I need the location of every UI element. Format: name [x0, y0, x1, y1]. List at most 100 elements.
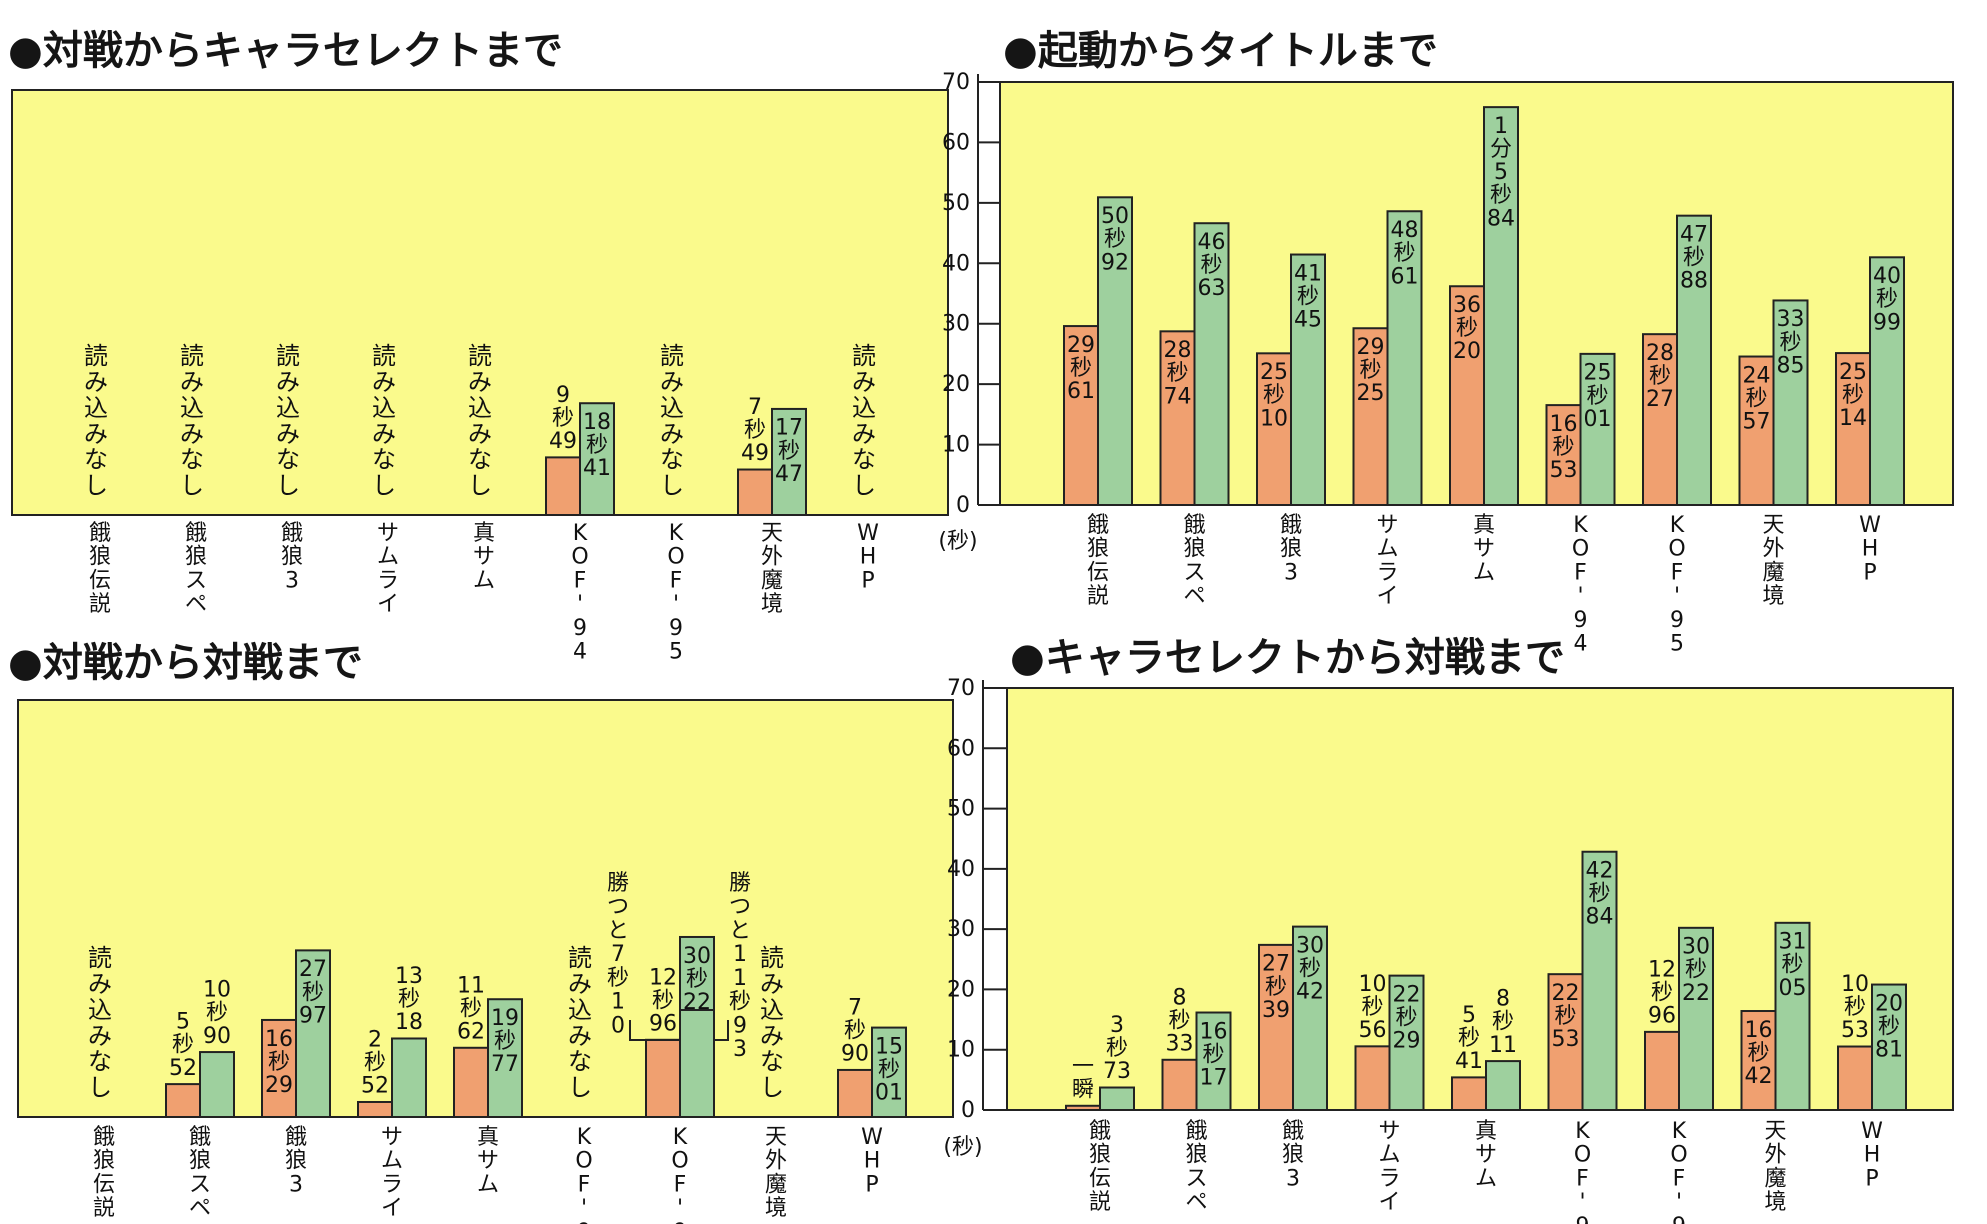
bar-series-1 [1354, 1045, 1391, 1111]
no-loading-note: 読み込みなし [660, 342, 684, 500]
x-tick-label: 餓狼伝説 [1089, 1119, 1111, 1215]
bar-series-2 [1193, 222, 1230, 507]
data-label: 16 秒 29 [265, 1027, 293, 1098]
data-label: 31 秒 05 [1779, 930, 1807, 1001]
data-label: 7 秒 90 [841, 995, 869, 1066]
x-tick-label: サムライ [377, 521, 399, 617]
x-tick-label: 餓狼スペ [189, 1125, 211, 1221]
data-label: 8 秒 33 [1166, 985, 1194, 1056]
data-label: 2 秒 52 [361, 1027, 389, 1098]
data-label: 25 秒 01 [1584, 361, 1612, 432]
x-tick-label: 餓狼スペ [185, 521, 207, 617]
y-tick-label: 10 [942, 433, 970, 458]
bar-series-1 [357, 1100, 393, 1119]
bar-series-1 [1258, 943, 1294, 1112]
bar-series-1 [165, 1083, 201, 1119]
data-label: 10 秒 53 [1841, 972, 1869, 1043]
x-tick-label: KOF'95 [1670, 1119, 1687, 1224]
data-label: 27 秒 39 [1262, 952, 1290, 1023]
y-tick-label: 30 [947, 917, 975, 942]
x-tick-label: KOF'94 [1574, 1119, 1591, 1224]
data-label: 16 秒 53 [1550, 412, 1578, 483]
x-tick-label: 餓狼伝説 [93, 1125, 115, 1221]
x-tick-label: 真サム [473, 521, 495, 594]
data-label: 36 秒 20 [1453, 293, 1481, 364]
x-tick-label: 餓狼 3 [1282, 1119, 1304, 1192]
data-label: 1 分 5 秒 84 [1487, 114, 1515, 231]
data-label: 25 秒 14 [1839, 360, 1867, 431]
data-label: 33 秒 85 [1777, 307, 1805, 378]
no-loading-note: 読み込みなし [760, 944, 784, 1102]
data-label: 12 秒 96 [649, 965, 677, 1036]
bar-series-2 [1290, 253, 1326, 506]
data-label: 30 秒 42 [1296, 933, 1324, 1004]
bar-series-2 [1871, 983, 1907, 1111]
bar-series-2 [1099, 1086, 1135, 1111]
data-label: 10 秒 90 [203, 978, 231, 1049]
chart-title: ●対戦からキャラセレクトまで [8, 28, 563, 74]
bar-series-2 [199, 1051, 235, 1118]
annotation-label: 勝つと 1 1 秒 9 3 [729, 871, 751, 1062]
chart-title: ●対戦から対戦まで [8, 640, 363, 686]
y-tick-label: 60 [947, 736, 975, 761]
data-label: 8 秒 11 [1489, 987, 1517, 1058]
chart-panel-3 [17, 699, 954, 1119]
data-label: 48 秒 61 [1391, 218, 1419, 289]
bar-series-2 [1869, 256, 1905, 506]
x-tick-label: 真サム [477, 1125, 499, 1198]
data-label: 47 秒 88 [1680, 222, 1708, 293]
bar-series-1 [1161, 1058, 1198, 1111]
x-tick-label: サムライ [1376, 513, 1398, 609]
data-label: 20 秒 81 [1875, 991, 1903, 1062]
annotation-label: 勝つと 7 秒 1 0 [607, 871, 629, 1039]
bar-series-2 [295, 949, 331, 1119]
y-tick-label: 10 [947, 1038, 975, 1063]
no-loading-note: 読み込みなし [852, 342, 876, 500]
bar-series-2 [1483, 106, 1519, 507]
annotation-bracket [629, 1020, 646, 1041]
no-loading-note: 読み込みなし [568, 944, 592, 1102]
x-tick-label: KOF'94 [575, 1125, 592, 1224]
bar-series-2 [1485, 1060, 1521, 1111]
no-loading-note: 読み込みなし [88, 944, 112, 1102]
x-tick-label: 餓狼 3 [1280, 513, 1302, 586]
no-loading-note: 読み込みなし [468, 342, 492, 500]
data-label: 18 秒 41 [583, 410, 611, 481]
y-tick-label: 50 [942, 191, 970, 216]
data-label: 16 秒 42 [1745, 1018, 1773, 1089]
x-tick-label: 餓狼伝説 [89, 521, 111, 617]
bar-series-2 [771, 407, 807, 516]
bar-series-1 [1740, 1010, 1777, 1112]
data-label: 24 秒 57 [1743, 363, 1771, 434]
x-tick-label: 天外魔境 [1762, 513, 1784, 609]
bar-series-1 [1159, 330, 1196, 506]
bar-series-2 [1292, 925, 1328, 1111]
y-tick-label: 70 [942, 70, 970, 95]
data-label: 12 秒 96 [1648, 957, 1676, 1028]
annotation-bracket [714, 1020, 729, 1041]
bar-series-2 [1772, 299, 1809, 506]
bar-series-2 [1581, 850, 1618, 1112]
y-tick-label: 20 [947, 977, 975, 1002]
bar-series-1 [1837, 1045, 1873, 1112]
bar-series-2 [1097, 196, 1133, 506]
bar-series-2 [579, 402, 615, 517]
x-tick-label: 餓狼 3 [281, 521, 303, 594]
chart-panel-1 [11, 89, 949, 517]
data-label: 50 秒 92 [1101, 204, 1129, 275]
bar-series-1 [1644, 1030, 1680, 1112]
bar-series-1 [1547, 973, 1584, 1111]
data-label: 15 秒 01 [875, 1034, 903, 1105]
data-label: 22 秒 53 [1552, 981, 1580, 1052]
x-tick-label: 天外魔境 [1764, 1119, 1786, 1215]
bar-series-2 [391, 1037, 427, 1119]
y-unit-label: (秒) [938, 529, 977, 554]
bar-series-1 [737, 468, 773, 516]
